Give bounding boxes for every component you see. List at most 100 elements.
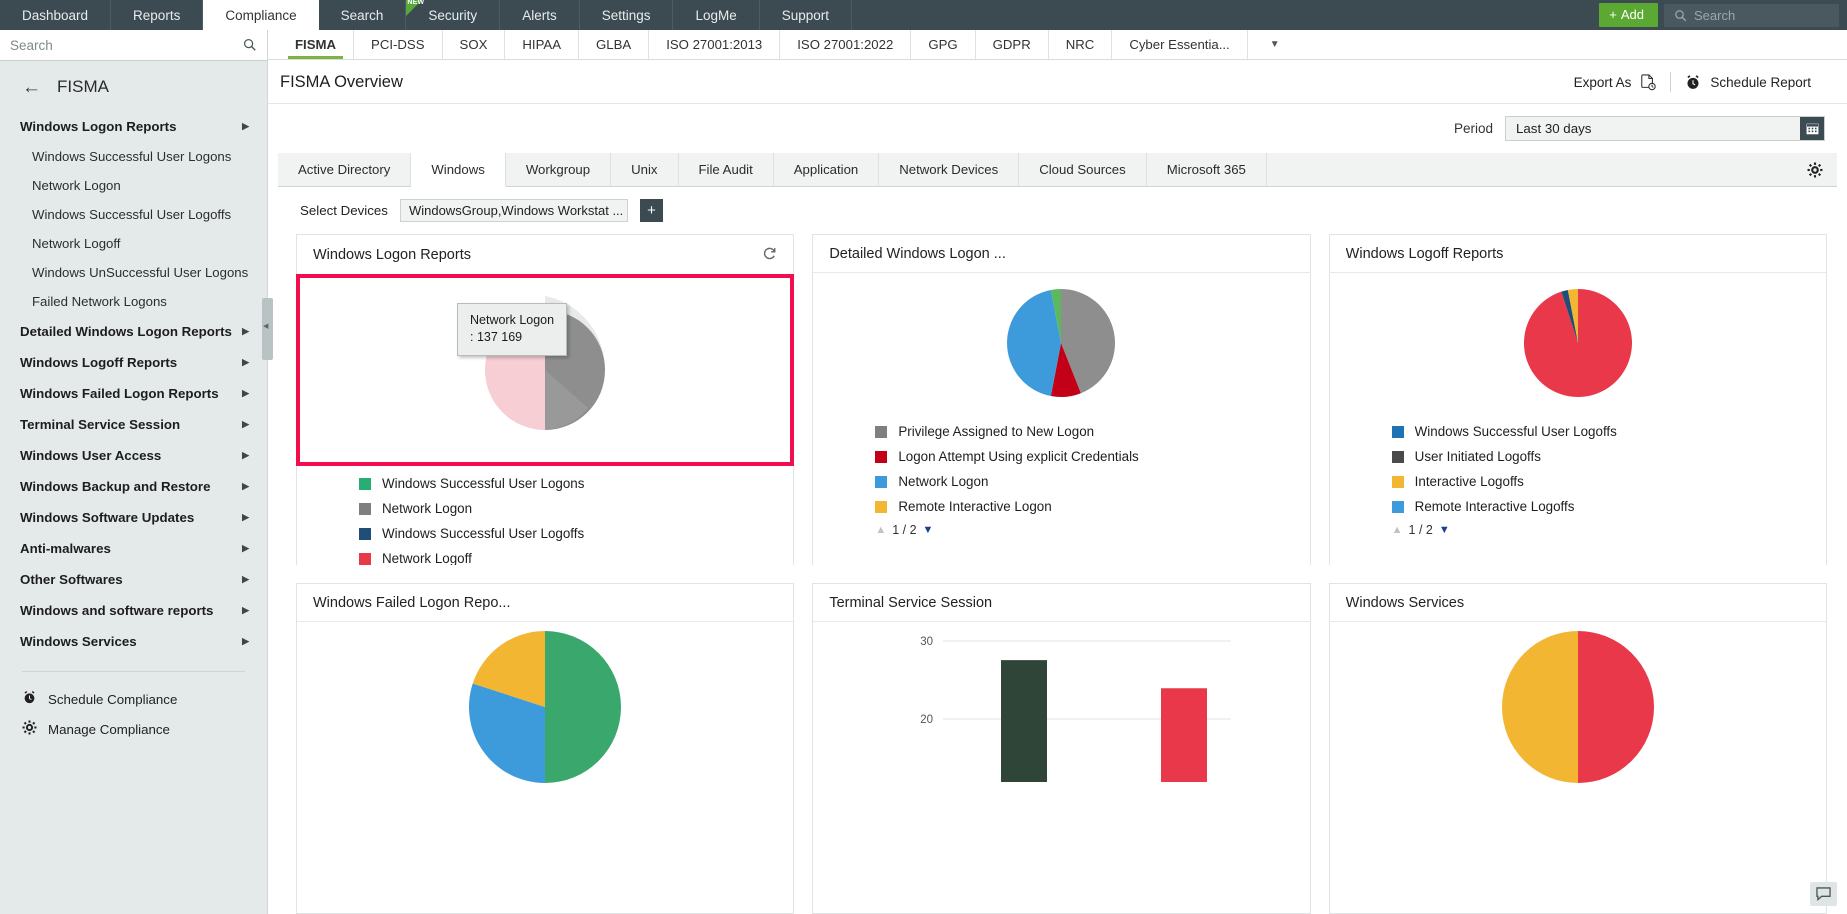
add-device-button[interactable]: + — [639, 199, 663, 222]
sidebar-group-windows-software-updates[interactable]: Windows Software Updates ▶ — [0, 502, 267, 533]
card-chart-area[interactable] — [297, 622, 793, 792]
standards-tab-iso-27001-2013[interactable]: ISO 27001:2013 — [649, 30, 781, 59]
topnav-item-reports[interactable]: Reports — [111, 0, 204, 30]
sidebar-group-windows-failed-logon-reports[interactable]: Windows Failed Logon Reports ▶ — [0, 378, 267, 409]
card-chart-area[interactable] — [813, 273, 1309, 413]
sidebar-group-anti-malwares[interactable]: Anti-malwares ▶ — [0, 533, 267, 564]
gear-icon[interactable] — [1793, 153, 1837, 186]
legend-item[interactable]: User Initiated Logoffs — [1391, 444, 1826, 469]
legend-item[interactable]: Remote Interactive Logon — [875, 494, 1309, 519]
chevron-down-icon[interactable]: ▼ — [1269, 39, 1280, 50]
topnav-item-security[interactable]: NEW Security — [406, 0, 501, 30]
schedule-report-button[interactable]: Schedule Report — [1671, 74, 1825, 91]
select-devices-input[interactable]: WindowsGroup,Windows Workstat ... — [399, 199, 628, 222]
topnav-item-label: Alerts — [522, 7, 557, 23]
legend-swatch — [1391, 475, 1404, 488]
source-tab-network-devices[interactable]: Network Devices — [879, 153, 1020, 186]
sidebar-item-windows-successful-user-logoffs[interactable]: Windows Successful User Logoffs — [32, 207, 232, 222]
topnav-item-settings[interactable]: Settings — [580, 0, 674, 30]
sidebar-footer: Schedule Compliance Manage Compliance — [0, 672, 267, 744]
back-arrow-icon[interactable]: ← — [22, 76, 41, 98]
page-up-icon[interactable]: ▲ — [875, 524, 887, 536]
legend-item[interactable]: Windows Successful User Logons — [359, 471, 793, 496]
topnav-item-support[interactable]: Support — [760, 0, 853, 30]
sidebar-item-network-logon[interactable]: Network Logon — [32, 178, 121, 193]
sidebar-group-terminal-service-session[interactable]: Terminal Service Session ▶ — [0, 409, 267, 440]
page-up-icon[interactable]: ▲ — [1391, 524, 1403, 536]
topnav-item-compliance[interactable]: Compliance — [203, 0, 319, 30]
standards-tab-nrc[interactable]: NRC — [1049, 30, 1113, 59]
card-title: Windows Services — [1345, 595, 1465, 611]
standards-tab-glba[interactable]: GLBA — [579, 30, 650, 59]
sidebar-group-windows-logoff-reports[interactable]: Windows Logoff Reports ▶ — [0, 347, 267, 378]
standards-tab-hipaa[interactable]: HIPAA — [505, 30, 579, 59]
legend-item[interactable]: Windows Successful User Logoffs — [1391, 419, 1826, 444]
standards-tab-iso-27001-2022[interactable]: ISO 27001:2022 — [780, 30, 912, 59]
sidebar-group-windows-services[interactable]: Windows Services ▶ — [0, 626, 267, 657]
sidebar-group-windows-user-access[interactable]: Windows User Access ▶ — [0, 440, 267, 471]
source-tab-workgroup[interactable]: Workgroup — [505, 153, 612, 186]
sidebar-footer-schedule-compliance[interactable]: Schedule Compliance — [22, 684, 267, 714]
sidebar-group-windows-backup-and-restore[interactable]: Windows Backup and Restore ▶ — [0, 471, 267, 502]
global-search-input[interactable]: Search — [1664, 3, 1839, 27]
new-badge-icon — [406, 0, 423, 16]
sidebar-search-input[interactable]: Search — [0, 30, 267, 61]
pie-chart — [1007, 289, 1116, 397]
topnav-item-dashboard[interactable]: Dashboard — [0, 0, 112, 30]
card-chart-area[interactable]: 30 20 — [813, 622, 1309, 792]
legend-label: Network Logoff — [382, 551, 472, 565]
source-tab-cloud-sources[interactable]: Cloud Sources — [1019, 153, 1147, 186]
legend-item[interactable]: Remote Interactive Logoffs — [1391, 494, 1826, 519]
sidebar-group-label: Windows Logoff Reports — [20, 355, 178, 370]
topnav-item-alerts[interactable]: Alerts — [500, 0, 580, 30]
calendar-icon[interactable] — [1800, 117, 1824, 140]
sidebar-group-label: Windows and software reports — [20, 603, 214, 618]
standards-tab-gdpr[interactable]: GDPR — [976, 30, 1049, 59]
export-as-button[interactable]: Export As — [1560, 73, 1671, 91]
standards-tab-gpg[interactable]: GPG — [911, 30, 976, 59]
sidebar-item-windows-unsuccessful-user-logons[interactable]: Windows UnSuccessful User Logons — [32, 265, 249, 280]
sidebar-group-windows-logon-reports[interactable]: Windows Logon Reports ▶ — [0, 111, 267, 142]
source-tab-application[interactable]: Application — [773, 153, 880, 186]
legend-item[interactable]: Logon Attempt Using explicit Credentials — [875, 444, 1309, 469]
topnav-item-search[interactable]: Search — [319, 0, 407, 30]
sidebar-footer-manage-compliance[interactable]: Manage Compliance — [22, 714, 267, 744]
sidebar-item-failed-network-logons[interactable]: Failed Network Logons — [32, 294, 167, 309]
standards-tab-pci-dss[interactable]: PCI-DSS — [354, 30, 443, 59]
source-tab-active-directory[interactable]: Active Directory — [278, 153, 412, 186]
sidebar-group-detailed-windows-logon-reports[interactable]: Detailed Windows Logon Reports ▶ — [0, 316, 267, 347]
source-tab-unix[interactable]: Unix — [611, 153, 679, 186]
page-down-icon[interactable]: ▼ — [1438, 524, 1450, 536]
sidebar-scroll-handle[interactable] — [262, 298, 273, 360]
refresh-icon[interactable] — [762, 246, 777, 264]
legend-item[interactable]: Network Logon — [359, 496, 793, 521]
legend-item[interactable]: Windows Successful User Logoffs — [359, 521, 793, 546]
search-icon — [1675, 9, 1687, 21]
sidebar-group-other-softwares[interactable]: Other Softwares ▶ — [0, 564, 267, 595]
source-tab-windows[interactable]: Windows — [411, 153, 506, 187]
standards-tab-fisma[interactable]: FISMA — [278, 30, 355, 59]
topnav-item-logme[interactable]: LogMe — [673, 0, 760, 30]
sidebar-group-windows-and-software-reports[interactable]: Windows and software reports ▶ — [0, 595, 267, 626]
card-chart-area[interactable] — [1330, 622, 1826, 792]
legend-item[interactable]: Network Logon — [875, 469, 1309, 494]
standards-tab-cyber-essentia-[interactable]: Cyber Essentia... — [1112, 30, 1248, 59]
sidebar-item-windows-successful-user-logons[interactable]: Windows Successful User Logons — [32, 149, 232, 164]
standards-tab-sox[interactable]: SOX — [443, 30, 506, 59]
source-tab-file-audit[interactable]: File Audit — [678, 153, 774, 186]
card-chart-area[interactable] — [1330, 273, 1826, 413]
sidebar-group-label: Windows Failed Logon Reports — [20, 386, 219, 401]
period-select[interactable]: Last 30 days — [1505, 116, 1825, 141]
sidebar-item-network-logoff[interactable]: Network Logoff — [32, 236, 121, 251]
card-title: Windows Logoff Reports — [1345, 246, 1504, 262]
legend-item[interactable]: Network Logoff — [359, 546, 793, 565]
period-label: Period — [1453, 121, 1493, 136]
source-tab-microsoft-365[interactable]: Microsoft 365 — [1146, 153, 1267, 186]
legend-item[interactable]: Privilege Assigned to New Logon — [875, 419, 1309, 444]
add-button[interactable]: + Add — [1599, 3, 1658, 27]
page-down-icon[interactable]: ▼ — [922, 524, 934, 536]
feedback-icon[interactable] — [1810, 882, 1837, 906]
chart-legend: Windows Successful User Logons Network Lo… — [297, 465, 793, 565]
legend-item[interactable]: Interactive Logoffs — [1391, 469, 1826, 494]
card-chart-area[interactable]: Network Logon: 137 169 — [295, 274, 795, 466]
